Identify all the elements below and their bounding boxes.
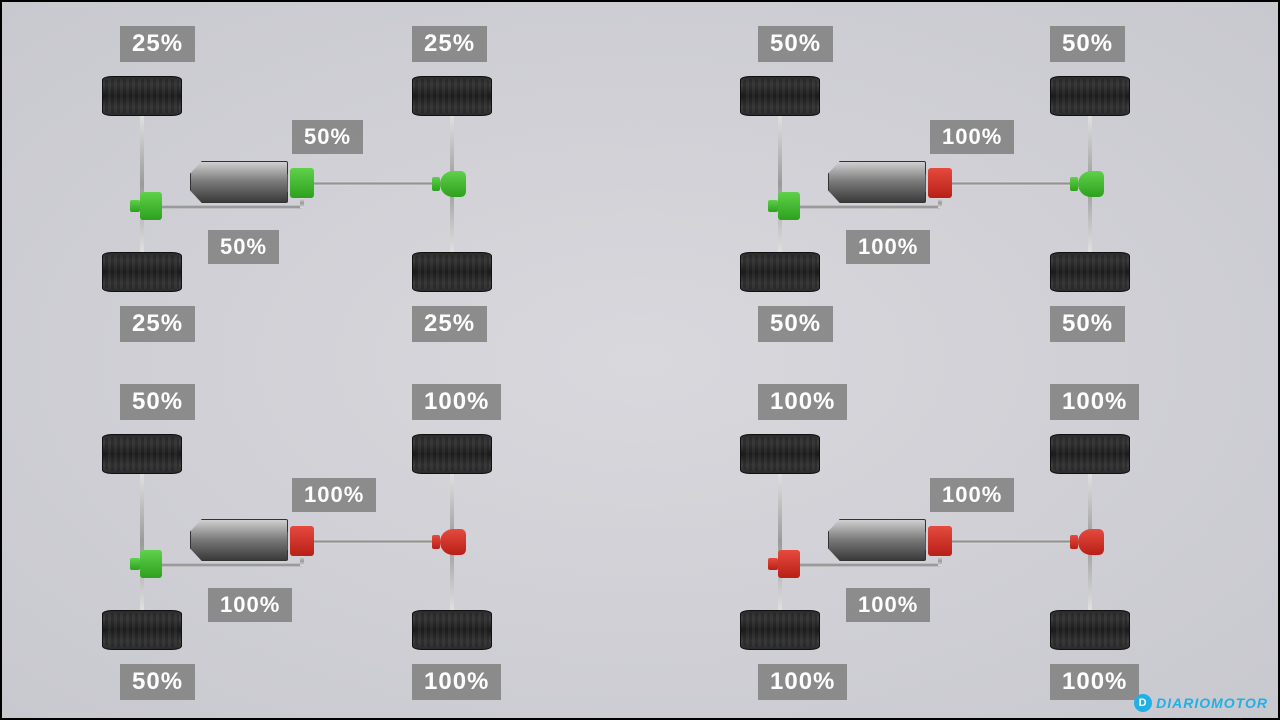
drivetrain-center-locked: 50% 50% 50% 50% 100% 100% [640, 2, 1278, 360]
center-diff [290, 526, 314, 556]
rear-diff [440, 529, 466, 555]
front-driveshaft [160, 205, 302, 209]
tcase-drop [938, 556, 942, 566]
center-label-bottom: 100% [208, 588, 292, 622]
rear-driveshaft [952, 539, 1078, 544]
center-label-bottom: 100% [846, 230, 930, 264]
wheel-label-fr: 100% [1050, 384, 1139, 420]
wheel-label-fl: 100% [758, 384, 847, 420]
wheel-rl [102, 252, 182, 292]
front-driveshaft [160, 563, 302, 567]
wheel-label-fl: 50% [120, 384, 195, 420]
gearbox [828, 519, 926, 561]
rear-diff [1078, 529, 1104, 555]
wheel-label-rr: 100% [412, 664, 501, 700]
wheel-rr [1050, 610, 1130, 650]
center-diff [928, 168, 952, 198]
wheel-fl [740, 434, 820, 474]
wheel-label-fl: 25% [120, 26, 195, 62]
wheel-fl [740, 76, 820, 116]
wheel-rl [102, 610, 182, 650]
watermark: D DIARIOMOTOR [1134, 694, 1268, 712]
center-label-top: 100% [930, 120, 1014, 154]
gearbox [828, 161, 926, 203]
wheel-rl [740, 252, 820, 292]
wheel-fr [1050, 434, 1130, 474]
wheel-label-fl: 50% [758, 26, 833, 62]
rear-diff [440, 171, 466, 197]
wheel-label-rl: 50% [120, 664, 195, 700]
front-driveshaft [798, 563, 940, 567]
wheel-rr [412, 610, 492, 650]
rear-driveshaft [314, 181, 440, 186]
front-axle [140, 474, 144, 610]
drivetrain-center-rear-locked: 50% 100% 50% 100% 100% 100% [2, 360, 640, 718]
watermark-icon: D [1134, 694, 1152, 712]
rear-diff [1078, 171, 1104, 197]
front-diff [778, 550, 800, 578]
wheel-fr [412, 76, 492, 116]
wheel-rr [412, 252, 492, 292]
center-label-bottom: 50% [208, 230, 279, 264]
tcase-drop [300, 556, 304, 566]
front-axle [140, 116, 144, 252]
wheel-label-rr: 50% [1050, 306, 1125, 342]
wheel-label-fr: 25% [412, 26, 487, 62]
tcase-drop [300, 198, 304, 208]
wheel-fr [412, 434, 492, 474]
wheel-label-fr: 100% [412, 384, 501, 420]
front-axle [778, 474, 782, 610]
center-label-top: 50% [292, 120, 363, 154]
front-axle [778, 116, 782, 252]
wheel-fl [102, 76, 182, 116]
drivetrain-all-locked: 100% 100% 100% 100% 100% 100% [640, 360, 1278, 718]
center-label-top: 100% [930, 478, 1014, 512]
wheel-label-rr: 25% [412, 306, 487, 342]
tcase-drop [938, 198, 942, 208]
wheel-label-rl: 100% [758, 664, 847, 700]
front-diff [778, 192, 800, 220]
rear-driveshaft [952, 181, 1078, 186]
front-diff [140, 192, 162, 220]
rear-driveshaft [314, 539, 440, 544]
center-diff [928, 526, 952, 556]
center-label-top: 100% [292, 478, 376, 512]
diagram-grid: 25%25%25%25%50%50%50%50%50%50%100%100%50… [2, 2, 1278, 718]
wheel-label-rl: 50% [758, 306, 833, 342]
wheel-fr [1050, 76, 1130, 116]
drivetrain-all-open: 25% 25% 25% 25% 50% 50% [2, 2, 640, 360]
wheel-rr [1050, 252, 1130, 292]
wheel-fl [102, 434, 182, 474]
gearbox [190, 519, 288, 561]
center-diff [290, 168, 314, 198]
wheel-label-rr: 100% [1050, 664, 1139, 700]
front-diff [140, 550, 162, 578]
front-driveshaft [798, 205, 940, 209]
wheel-rl [740, 610, 820, 650]
gearbox [190, 161, 288, 203]
center-label-bottom: 100% [846, 588, 930, 622]
wheel-label-fr: 50% [1050, 26, 1125, 62]
wheel-label-rl: 25% [120, 306, 195, 342]
watermark-text: DIARIOMOTOR [1156, 695, 1268, 711]
